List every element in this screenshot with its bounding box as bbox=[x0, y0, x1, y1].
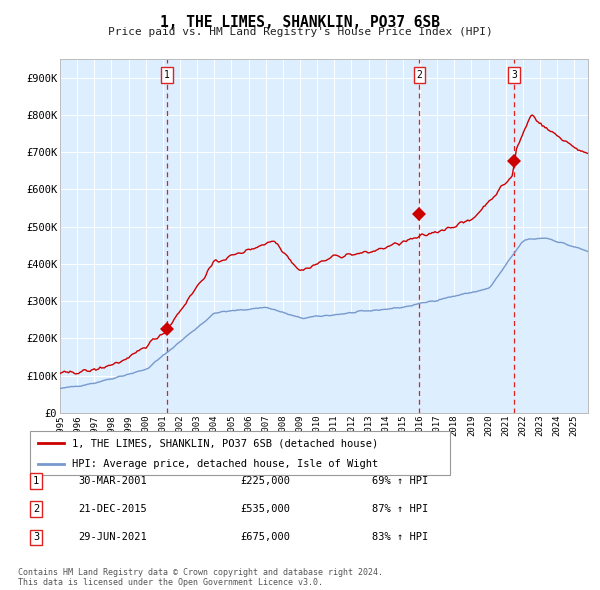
Text: 2: 2 bbox=[416, 70, 422, 80]
Text: 2: 2 bbox=[33, 504, 39, 514]
Text: Contains HM Land Registry data © Crown copyright and database right 2024.
This d: Contains HM Land Registry data © Crown c… bbox=[18, 568, 383, 587]
Text: 3: 3 bbox=[511, 70, 517, 80]
Text: 1, THE LIMES, SHANKLIN, PO37 6SB (detached house): 1, THE LIMES, SHANKLIN, PO37 6SB (detach… bbox=[72, 438, 378, 448]
Text: 87% ↑ HPI: 87% ↑ HPI bbox=[372, 504, 428, 514]
FancyBboxPatch shape bbox=[30, 431, 450, 475]
Text: 30-MAR-2001: 30-MAR-2001 bbox=[78, 476, 147, 486]
Text: 29-JUN-2021: 29-JUN-2021 bbox=[78, 533, 147, 542]
Text: 1: 1 bbox=[33, 476, 39, 486]
Text: 1, THE LIMES, SHANKLIN, PO37 6SB: 1, THE LIMES, SHANKLIN, PO37 6SB bbox=[160, 15, 440, 30]
Text: 3: 3 bbox=[33, 533, 39, 542]
Text: £675,000: £675,000 bbox=[240, 533, 290, 542]
Text: Price paid vs. HM Land Registry's House Price Index (HPI): Price paid vs. HM Land Registry's House … bbox=[107, 27, 493, 37]
Text: HPI: Average price, detached house, Isle of Wight: HPI: Average price, detached house, Isle… bbox=[72, 459, 378, 469]
Text: 1: 1 bbox=[164, 70, 170, 80]
Text: 83% ↑ HPI: 83% ↑ HPI bbox=[372, 533, 428, 542]
Text: £535,000: £535,000 bbox=[240, 504, 290, 514]
Text: 69% ↑ HPI: 69% ↑ HPI bbox=[372, 476, 428, 486]
Text: 21-DEC-2015: 21-DEC-2015 bbox=[78, 504, 147, 514]
Text: £225,000: £225,000 bbox=[240, 476, 290, 486]
